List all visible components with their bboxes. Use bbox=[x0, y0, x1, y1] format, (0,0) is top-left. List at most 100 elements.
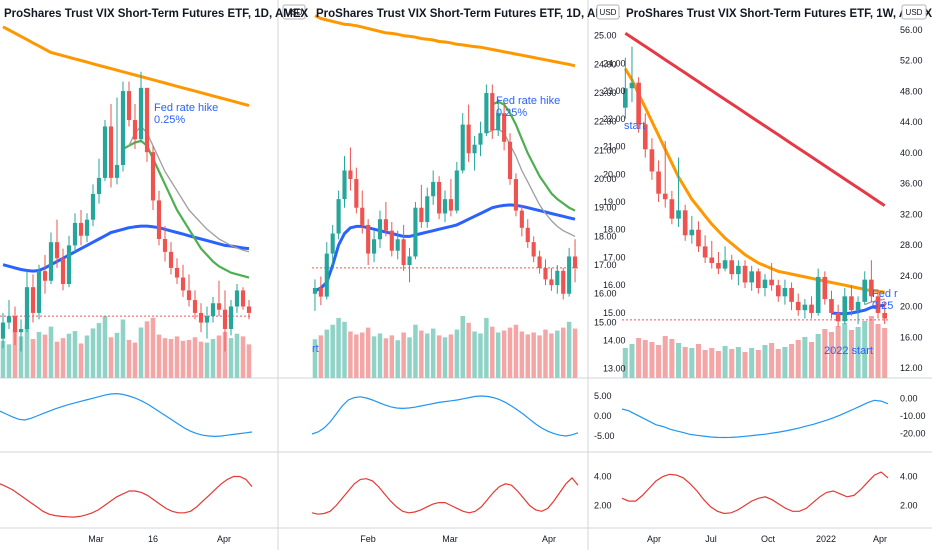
volume-bar bbox=[383, 338, 389, 378]
candle-body bbox=[234, 290, 240, 307]
osc-axis-tick: -10.00 bbox=[900, 411, 926, 421]
volume-bar bbox=[395, 340, 400, 378]
volume-bar bbox=[442, 337, 448, 378]
candle-body bbox=[42, 271, 48, 281]
time-axis-tick: Feb bbox=[360, 534, 376, 544]
candle-body bbox=[210, 303, 216, 317]
candle-body bbox=[782, 288, 788, 297]
moving-average-line bbox=[2, 224, 250, 273]
price-axis-tick-right: 56.00 bbox=[900, 25, 923, 35]
candle-body bbox=[413, 207, 418, 257]
volume-bar bbox=[789, 344, 795, 378]
volume-bar bbox=[675, 343, 682, 378]
volume-bar bbox=[150, 317, 156, 378]
osc-axis-tick: 5.00 bbox=[594, 391, 612, 401]
price-axis-tick-right: 40.00 bbox=[900, 148, 923, 158]
osc-axis-tick: -20.00 bbox=[900, 429, 926, 439]
currency-label: USD bbox=[286, 8, 303, 17]
volume-bar bbox=[0, 340, 6, 378]
osc-axis-tick: 0.00 bbox=[594, 411, 612, 421]
candle-body bbox=[736, 265, 741, 275]
volume-bar bbox=[389, 335, 395, 378]
candle-body bbox=[371, 239, 377, 254]
volume-bar bbox=[669, 339, 675, 378]
time-axis-tick: Apr bbox=[647, 534, 661, 544]
moving-average-line bbox=[486, 128, 576, 237]
price-axis-tick-right: 12.00 bbox=[900, 363, 923, 373]
candle-body bbox=[507, 141, 513, 180]
candle-body bbox=[669, 199, 675, 219]
price-axis-tick: 20.00 bbox=[603, 169, 626, 179]
candle-body bbox=[342, 170, 347, 200]
volume-bar bbox=[102, 316, 108, 378]
volume-bar bbox=[695, 344, 702, 378]
candle-body bbox=[869, 279, 874, 297]
volume-bar bbox=[108, 337, 114, 378]
volume-bar bbox=[156, 334, 162, 378]
price-axis-tick-right: 32.00 bbox=[900, 209, 923, 219]
candle-body bbox=[96, 177, 102, 194]
candle-body bbox=[531, 242, 536, 257]
candle-body bbox=[389, 230, 394, 251]
candle-body bbox=[472, 144, 477, 154]
volume-bar bbox=[882, 328, 888, 378]
candle-body bbox=[120, 91, 126, 166]
volume-bar bbox=[808, 342, 815, 378]
candle-body bbox=[150, 152, 156, 201]
price-axis-tick: 15.00 bbox=[594, 317, 617, 327]
volume-bar bbox=[822, 329, 828, 378]
volume-bar bbox=[513, 324, 519, 378]
candle-body bbox=[716, 263, 721, 269]
volume-bar bbox=[855, 327, 861, 378]
candle-body bbox=[709, 257, 715, 264]
candle-body bbox=[324, 253, 329, 297]
candle-body bbox=[36, 271, 42, 313]
osc-axis-tick: 2.00 bbox=[594, 501, 612, 511]
price-axis-tick-right: 44.00 bbox=[900, 117, 923, 127]
price-axis-tick: 18.00 bbox=[603, 225, 626, 235]
volume-bar bbox=[66, 333, 72, 378]
candle-body bbox=[395, 239, 400, 251]
price-axis-tick: 18.00 bbox=[594, 231, 617, 241]
candle-body bbox=[144, 87, 150, 153]
time-axis-tick: Apr bbox=[542, 534, 556, 544]
volume-bar bbox=[636, 338, 642, 378]
candle-body bbox=[769, 279, 774, 286]
volume-bar bbox=[168, 339, 174, 378]
candle-body bbox=[809, 304, 814, 313]
volume-bar bbox=[6, 344, 12, 378]
volume-bar bbox=[60, 338, 66, 378]
candle-body bbox=[862, 279, 868, 302]
candle-body bbox=[543, 267, 548, 280]
volume-bar bbox=[348, 331, 353, 378]
volume-bar bbox=[842, 323, 848, 378]
volume-bar bbox=[702, 350, 708, 378]
candle-body bbox=[484, 93, 489, 134]
volume-bar bbox=[54, 341, 60, 378]
candle-body bbox=[762, 279, 768, 288]
time-axis-tick: 2022 bbox=[816, 534, 836, 544]
candle-body bbox=[419, 207, 424, 223]
volume-bar bbox=[543, 329, 548, 378]
candle-body bbox=[138, 87, 144, 140]
volume-bar bbox=[495, 332, 501, 378]
candle-body bbox=[567, 256, 572, 294]
volume-bar bbox=[478, 333, 483, 378]
candle-body bbox=[24, 287, 30, 329]
candle-body bbox=[572, 256, 578, 268]
candle-body bbox=[662, 193, 668, 200]
oscillator-line-blue bbox=[311, 395, 579, 437]
annotation-fed-value-clipped: 0.25 bbox=[872, 300, 893, 312]
price-axis-tick: 19.00 bbox=[594, 203, 617, 213]
candle-body bbox=[822, 276, 828, 300]
volume-bar bbox=[689, 348, 695, 378]
candle-body bbox=[478, 133, 483, 145]
chart-panel-3: 0.00-10.00-20.004.002.0024.0023.0022.002… bbox=[596, 4, 932, 544]
osc-axis-tick: 4.00 bbox=[594, 472, 612, 482]
candle-body bbox=[78, 222, 84, 236]
volume-bar bbox=[466, 322, 471, 378]
oscillator-line-blue bbox=[0, 392, 253, 438]
volume-bar bbox=[138, 327, 144, 378]
candle-body bbox=[742, 265, 748, 283]
osc-axis-tick: -5.00 bbox=[594, 431, 615, 441]
